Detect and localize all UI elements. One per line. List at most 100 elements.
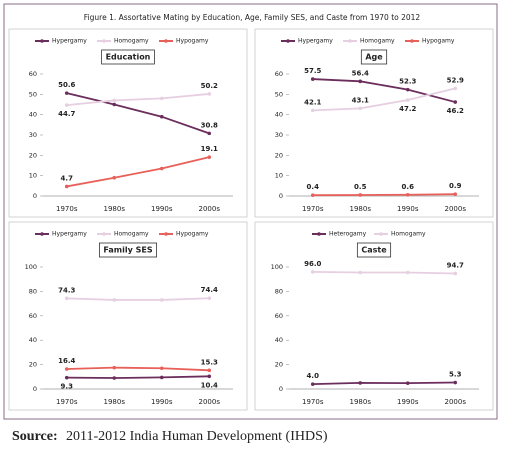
data-label: 43.1: [352, 96, 369, 104]
figure-title: Figure 1. Assortative Mating by Educatio…: [84, 13, 421, 22]
series-point: [64, 296, 69, 301]
series-point: [207, 368, 212, 373]
data-label: 30.8: [201, 121, 218, 129]
x-tick-label: 2000s: [199, 398, 221, 406]
series-point: [310, 108, 315, 113]
data-label: 19.1: [201, 145, 218, 153]
y-tick-label: 30: [29, 131, 37, 139]
series-line: [66, 156, 210, 188]
series-point: [453, 86, 458, 91]
legend-marker: [40, 232, 44, 236]
series-line: [312, 78, 456, 103]
x-tick-label: 2000s: [199, 205, 221, 213]
panel: Hypergamy Homogamy Hypogamy Age 0 10 20 30 40 50 6…: [254, 28, 494, 218]
y-tick-label: 100: [25, 263, 37, 271]
series-point: [64, 91, 69, 95]
series-point: [310, 193, 315, 197]
legend-marker: [379, 232, 383, 236]
x-tick-label: 1980s: [350, 205, 372, 213]
data-label: 52.3: [399, 78, 416, 86]
legend-marker: [286, 39, 290, 43]
data-label: 47.2: [399, 105, 416, 113]
series-point: [358, 79, 363, 84]
legend-label: Hypergamy: [52, 231, 87, 238]
y-tick-label: 40: [275, 336, 283, 344]
legend-label: Hypergamy: [52, 38, 87, 45]
x-tick-label: 1980s: [104, 205, 126, 213]
y-tick-label: 60: [275, 70, 283, 78]
y-tick-label: 0: [279, 192, 283, 200]
x-tick-label: 1990s: [397, 398, 419, 406]
y-tick-label: 20: [29, 151, 37, 159]
legend-label: Hypogamy: [176, 38, 209, 45]
series-point: [112, 102, 117, 107]
y-tick-label: 10: [29, 172, 37, 180]
data-label: 56.4: [352, 69, 369, 77]
series-point: [207, 131, 212, 136]
panel-title: Education: [106, 53, 151, 62]
series-point: [112, 98, 117, 103]
series-point: [358, 381, 363, 385]
panel-title-box: [101, 49, 155, 65]
series-line: [312, 270, 456, 275]
data-label: 0.5: [354, 183, 367, 191]
y-tick-label: 50: [275, 90, 283, 98]
panel-title-box: [360, 49, 388, 65]
x-tick-label: 1980s: [350, 398, 372, 406]
legend-label: Homogamy: [360, 38, 395, 45]
legend-marker: [164, 232, 168, 236]
series-line: [66, 366, 210, 372]
x-tick-label: 1970s: [56, 205, 78, 213]
y-tick-label: 50: [29, 90, 37, 98]
series-point: [453, 271, 458, 276]
data-label: 4.7: [61, 174, 74, 182]
legend-label: Hypogamy: [176, 231, 209, 238]
series-point: [310, 270, 315, 274]
series-line: [312, 87, 456, 112]
x-tick-label: 1970s: [56, 398, 78, 406]
series-line: [66, 92, 210, 135]
data-label: 10.4: [201, 381, 218, 389]
series-point: [358, 270, 363, 275]
series-line: [312, 193, 456, 197]
x-tick-label: 1970s: [302, 205, 324, 213]
data-label: 0.6: [402, 183, 415, 191]
panel: Hypergamy Homogamy Hypogamy Family SES 0 20 40…: [8, 221, 248, 411]
data-label: 16.4: [58, 357, 75, 365]
series-point: [358, 106, 363, 111]
y-tick-label: 20: [275, 151, 283, 159]
data-label: 74.3: [58, 286, 75, 294]
series-point: [453, 100, 458, 104]
series-point: [453, 380, 458, 385]
series-point: [159, 166, 164, 171]
legend-label: Homogamy: [114, 231, 149, 238]
series-point: [453, 192, 458, 196]
data-label: 50.2: [201, 82, 218, 90]
series-point: [207, 374, 212, 379]
data-label: 94.7: [447, 261, 464, 269]
panel-title-box: [98, 242, 158, 258]
data-label: 46.2: [447, 107, 464, 115]
figure-frame: [3, 3, 498, 420]
series-point: [112, 175, 117, 180]
y-tick-label: 20: [29, 361, 37, 369]
x-tick-label: 2000s: [445, 398, 467, 406]
legend-marker: [164, 39, 168, 43]
legend-label: Heterogamy: [329, 231, 367, 238]
y-tick-label: 0: [279, 385, 283, 393]
x-tick-label: 1990s: [151, 205, 173, 213]
legend-marker: [102, 39, 106, 43]
series-point: [310, 382, 315, 386]
series-point: [310, 77, 315, 81]
legend-marker: [102, 232, 106, 236]
data-label: 9.3: [61, 383, 74, 391]
x-tick-label: 1980s: [104, 398, 126, 406]
panel-title-box: [356, 242, 392, 258]
series-point: [405, 192, 410, 197]
y-tick-label: 40: [29, 111, 37, 119]
series-point: [358, 193, 363, 197]
x-tick-label: 2000s: [445, 205, 467, 213]
legend-marker: [410, 39, 414, 43]
data-label: 44.7: [58, 110, 75, 118]
series-point: [159, 114, 164, 119]
